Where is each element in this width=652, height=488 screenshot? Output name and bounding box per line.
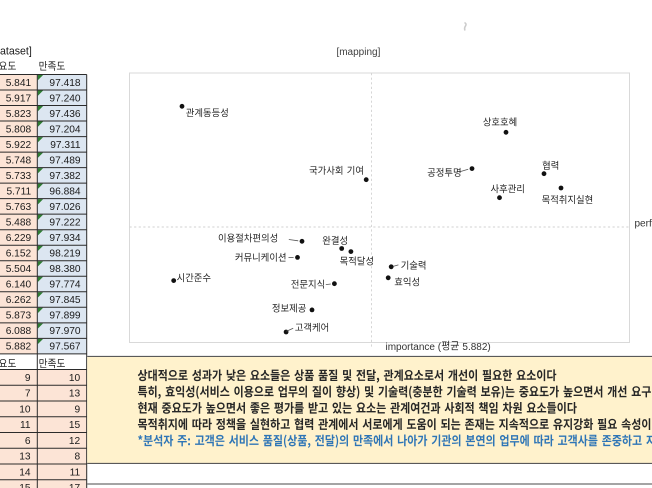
svg-text:5.711: 5.711 (6, 186, 31, 197)
svg-text:6: 6 (25, 436, 31, 447)
svg-text:15: 15 (69, 420, 81, 431)
svg-text:15: 15 (19, 483, 31, 488)
svg-text:14: 14 (19, 467, 31, 478)
svg-text:97.489: 97.489 (49, 155, 80, 166)
svg-text:5.917: 5.917 (6, 93, 32, 104)
svg-text:10: 10 (19, 404, 31, 415)
svg-text:6.229: 6.229 (6, 233, 32, 244)
svg-text:performance (97.4): performance (97.4) (635, 219, 652, 230)
svg-text:97.418: 97.418 (49, 78, 80, 89)
svg-text:97.970: 97.970 (49, 326, 80, 337)
svg-text:6.140: 6.140 (6, 280, 32, 291)
svg-text:10: 10 (69, 373, 81, 384)
svg-text:12: 12 (69, 436, 81, 447)
svg-text:97.204: 97.204 (49, 124, 80, 135)
svg-text:ataset]: ataset] (0, 46, 32, 58)
svg-text:17: 17 (69, 483, 81, 488)
svg-text:13: 13 (69, 389, 81, 400)
svg-text:97.436: 97.436 (49, 109, 80, 120)
svg-text:97.026: 97.026 (49, 202, 80, 213)
svg-text:97.845: 97.845 (49, 295, 80, 306)
svg-text:97.240: 97.240 (49, 93, 80, 104)
svg-text:5.504: 5.504 (6, 264, 32, 275)
svg-text:5.763: 5.763 (6, 202, 32, 213)
svg-text:6.088: 6.088 (6, 326, 32, 337)
svg-text:importance (: importance ( (386, 342, 442, 353)
svg-text:97.567: 97.567 (49, 342, 80, 353)
svg-text:8: 8 (75, 452, 81, 463)
svg-text:9: 9 (25, 373, 31, 384)
svg-text:5.748: 5.748 (6, 155, 32, 166)
svg-text:5.841: 5.841 (6, 78, 32, 89)
svg-text:97.382: 97.382 (49, 171, 80, 182)
svg-text:9: 9 (75, 404, 81, 415)
svg-text:6.262: 6.262 (6, 295, 32, 306)
svg-text:6.152: 6.152 (6, 249, 32, 260)
svg-text:13: 13 (19, 452, 31, 463)
svg-text:98.380: 98.380 (49, 264, 80, 275)
svg-text:96.884: 96.884 (49, 186, 80, 197)
svg-text:98.219: 98.219 (49, 249, 80, 260)
svg-text:5.823: 5.823 (6, 109, 32, 120)
svg-text:11: 11 (70, 467, 81, 478)
svg-text:5.882): 5.882) (462, 342, 490, 353)
svg-text:97.311: 97.311 (50, 140, 81, 151)
svg-text:97.934: 97.934 (49, 233, 80, 244)
svg-text:[mapping]: [mapping] (336, 47, 380, 58)
svg-text:5.922: 5.922 (6, 140, 32, 151)
svg-text:5.808: 5.808 (6, 124, 32, 135)
svg-text:11: 11 (20, 420, 31, 431)
svg-text:5.873: 5.873 (6, 311, 32, 322)
svg-text:97.774: 97.774 (49, 280, 80, 291)
svg-text:5.882: 5.882 (6, 342, 32, 353)
svg-text:5.733: 5.733 (6, 171, 32, 182)
svg-text:5.488: 5.488 (6, 217, 32, 228)
svg-text:7: 7 (25, 389, 31, 400)
svg-text:97.899: 97.899 (49, 311, 80, 322)
svg-text:97.222: 97.222 (49, 217, 80, 228)
